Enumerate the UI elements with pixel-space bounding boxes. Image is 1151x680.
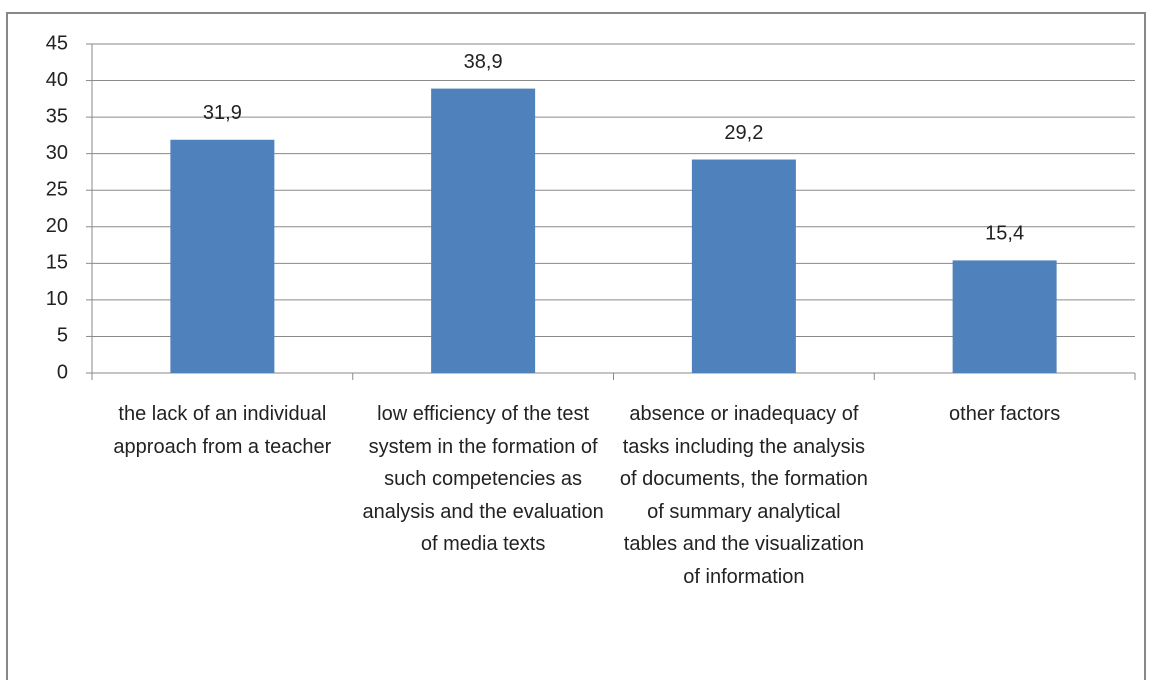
y-tick-label: 15 <box>46 252 68 274</box>
value-label: 31,9 <box>203 102 242 124</box>
y-tick-label: 35 <box>46 105 68 127</box>
bar <box>431 88 536 373</box>
x-tick-label: low efficiency of the test system in the… <box>362 403 604 555</box>
value-label: 38,9 <box>464 51 503 73</box>
y-tick-label: 20 <box>46 215 68 237</box>
y-tick-label: 0 <box>57 361 68 383</box>
value-label: 15,4 <box>985 223 1024 245</box>
y-tick-label: 45 <box>46 32 68 54</box>
y-tick-label: 5 <box>57 325 68 347</box>
bar <box>952 260 1057 373</box>
bar <box>170 139 275 373</box>
y-tick-label: 30 <box>46 142 68 164</box>
bar <box>691 159 796 373</box>
y-tick-label: 25 <box>46 179 68 201</box>
x-tick-label: absence or inadequacy of tasks including… <box>619 403 868 588</box>
x-tick-label: the lack of an individual approach from … <box>113 403 332 458</box>
x-tick-label: other factors <box>949 403 1061 425</box>
y-tick-label: 10 <box>46 288 68 310</box>
y-tick-label: 40 <box>46 69 68 91</box>
chart-frame <box>6 12 1146 680</box>
value-label: 29,2 <box>724 122 763 144</box>
